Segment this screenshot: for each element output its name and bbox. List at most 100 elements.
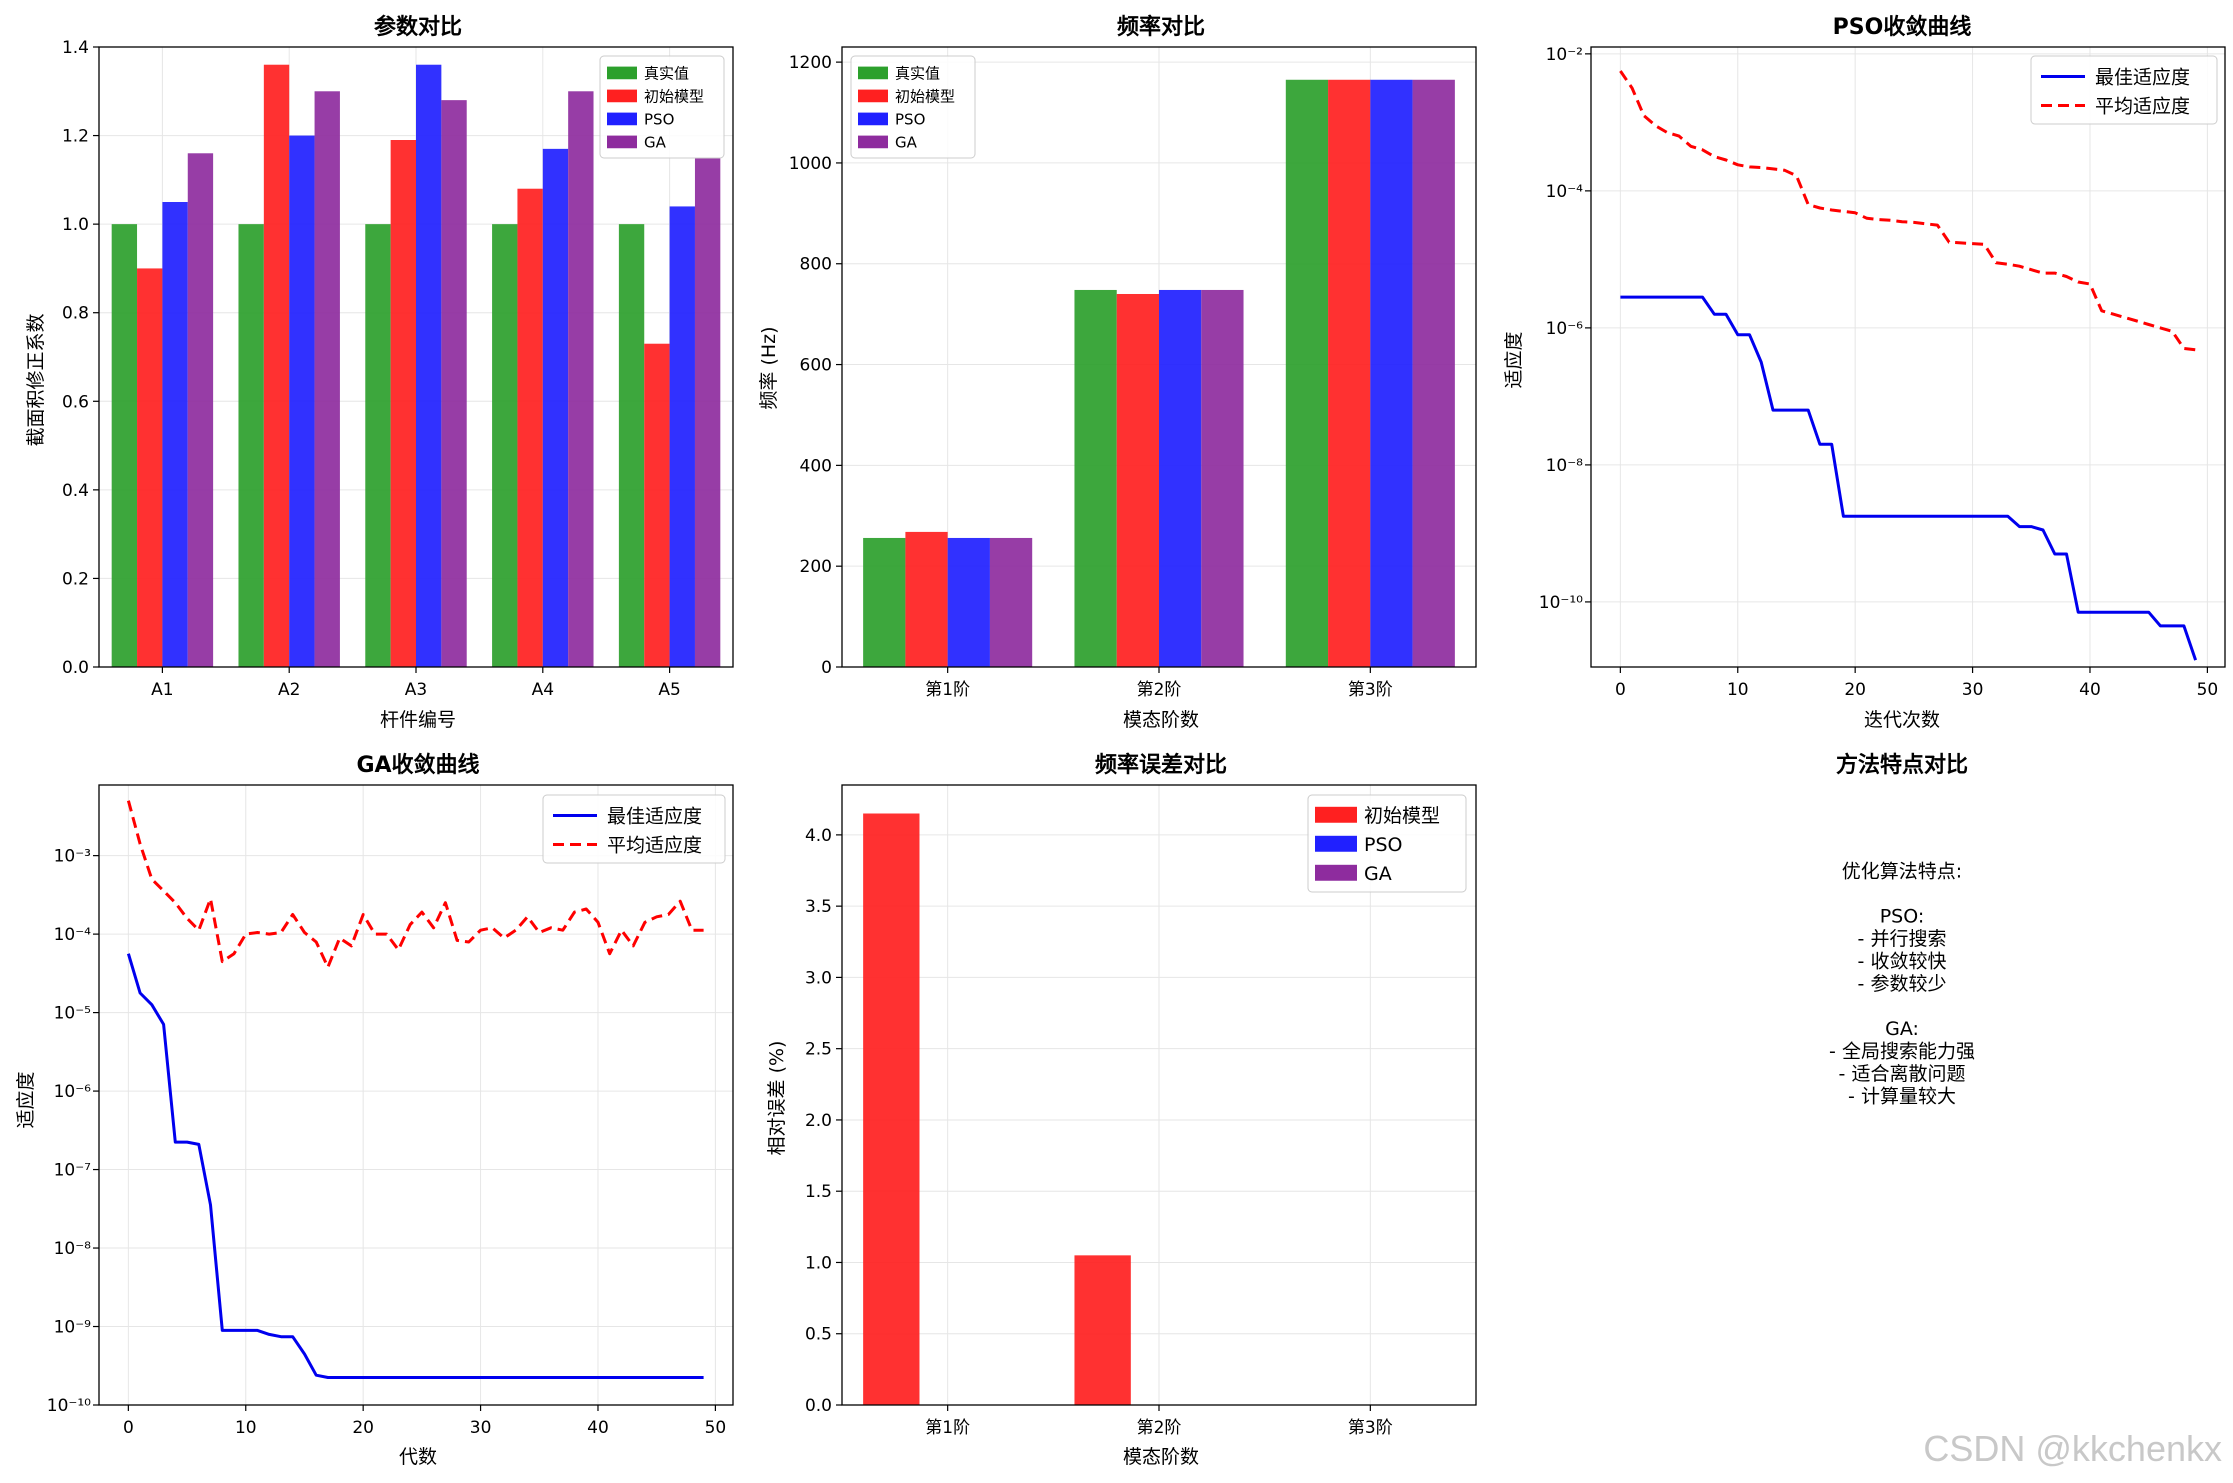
x-tick-label: 40: [2079, 680, 2101, 700]
notes-title: 方法特点对比: [1836, 752, 1968, 778]
x-tick-label: 20: [1844, 680, 1866, 700]
x-tick-label: A5: [658, 680, 680, 700]
x-tick-label: 10: [235, 1418, 257, 1438]
x-tick-label: 第1阶: [925, 680, 970, 700]
y-tick-label: 2.0: [805, 1111, 832, 1131]
x-tick-label: 第3阶: [1348, 680, 1393, 700]
legend-label: 平均适应度: [607, 835, 702, 857]
pso-xlabel: 迭代次数: [1864, 709, 1940, 731]
y-tick-label: 10⁻⁴: [1546, 182, 1584, 202]
watermark: CSDN @kkchenkx: [1923, 1428, 2222, 1469]
bar-PSO-第1阶: [947, 537, 990, 667]
err-chart: 频率误差对比 模态阶数 相对误差 (%) 0.0 0.5 1.0 1.5 2.0 2.5 3…: [766, 752, 1477, 1468]
y-tick-label: 2.5: [805, 1040, 832, 1060]
err-ylabel: 相对误差 (%): [766, 1041, 788, 1156]
x-tick-label: 第2阶: [1137, 1418, 1182, 1438]
bar-GA-A4: [568, 91, 594, 668]
bar-初始模型-第2阶: [1116, 293, 1159, 667]
y-tick-label: 10⁻⁵: [54, 1004, 91, 1024]
bar-真实值-第1阶: [863, 537, 906, 667]
y-tick-label: 200: [800, 557, 832, 577]
legend-label: PSO: [644, 111, 674, 129]
y-tick-label: 1200: [789, 53, 832, 73]
freq-chart: 频率对比 模态阶数 频率 (Hz) 0 200 400 600 800 1000 1200 第…: [758, 14, 1477, 731]
legend-label: 初始模型: [1364, 805, 1440, 827]
bar-GA-A3: [441, 100, 467, 667]
ga-chart: GA收敛曲线 代数 适应度 10⁻³ 10⁻⁴ 10⁻⁵ 10⁻⁶ 10⁻⁷ 10⁻⁸ 10…: [15, 752, 734, 1468]
bar-真实值-A2: [238, 224, 264, 667]
y-tick-label: 1.2: [62, 127, 89, 147]
legend-label: GA: [644, 134, 667, 152]
legend-label: 最佳适应度: [2095, 67, 2190, 89]
err-xlabel: 模态阶数: [1123, 1446, 1199, 1468]
bar-真实值-第2阶: [1074, 289, 1117, 667]
y-tick-label: 10⁻²: [1546, 45, 1583, 65]
note-line: - 全局搜索能力强: [1829, 1041, 1975, 1063]
bar-PSO-A1: [162, 202, 188, 667]
bar-GA-第1阶: [989, 537, 1033, 667]
x-tick-label: A3: [405, 680, 427, 700]
y-tick-label: 10⁻¹⁰: [47, 1396, 91, 1416]
x-tick-label: 50: [2197, 680, 2219, 700]
notes-lines: 优化算法特点: PSO:- 并行搜索- 收敛较快- 参数较少 GA:- 全局搜索能力…: [1829, 861, 1975, 1108]
pso-ylabel: 适应度: [1503, 331, 1525, 388]
y-tick-label: 10⁻⁶: [54, 1082, 92, 1102]
y-tick-label: 0.4: [62, 481, 89, 501]
freq-title: 频率对比: [1117, 14, 1205, 40]
bar-初始模型-A4: [517, 188, 543, 667]
y-tick-label: 0.0: [62, 658, 89, 678]
legend-label: PSO: [895, 111, 925, 129]
y-tick-label: 0.0: [805, 1396, 832, 1416]
legend-swatch: [1315, 864, 1357, 881]
bar-GA-第2阶: [1201, 289, 1244, 667]
bar-PSO-A3: [416, 64, 442, 667]
ga-title: GA收敛曲线: [356, 752, 479, 778]
legend-label: 真实值: [644, 65, 689, 83]
bar-PSO-A5: [669, 206, 695, 667]
x-tick-label: 第3阶: [1348, 1418, 1393, 1438]
bar-PSO-A4: [542, 148, 569, 667]
err-title: 频率误差对比: [1095, 752, 1227, 778]
freq-ylabel: 频率 (Hz): [758, 326, 780, 409]
note-line: - 适合离散问题: [1839, 1063, 1966, 1085]
bar-初始模型-A5: [644, 343, 670, 667]
y-tick-label: 4.0: [805, 826, 832, 846]
x-tick-label: A4: [532, 680, 554, 700]
note-line: - 收敛较快: [1858, 951, 1947, 973]
bar-初始模型-第2阶: [1074, 1255, 1131, 1405]
x-tick-label: 40: [587, 1418, 609, 1438]
y-tick-label: 1.0: [62, 215, 89, 235]
note-line: - 并行搜索: [1858, 928, 1947, 950]
legend-label: PSO: [1364, 834, 1402, 856]
legend-swatch: [607, 66, 637, 80]
line-平均适应度: [1619, 70, 2196, 352]
bar-真实值-A5: [618, 224, 645, 667]
x-tick-label: A1: [151, 680, 173, 700]
y-tick-label: 10⁻⁸: [1546, 456, 1584, 476]
note-line: PSO:: [1880, 906, 1925, 928]
freq-xlabel: 模态阶数: [1123, 709, 1199, 731]
y-tick-label: 0.2: [62, 569, 89, 589]
bar-初始模型-第3阶: [1328, 79, 1371, 668]
bar-初始模型-A1: [137, 268, 163, 667]
pso-chart: PSO收敛曲线 迭代次数 适应度 10⁻² 10⁻⁴ 10⁻⁶ 10⁻⁸ 10⁻¹⁰ 0 1…: [1503, 14, 2226, 731]
legend-box: [850, 55, 976, 159]
bar-GA-A2: [314, 91, 340, 668]
y-tick-label: 10⁻⁸: [54, 1239, 92, 1259]
y-tick-label: 0.6: [62, 392, 89, 412]
x-tick-label: 第2阶: [1137, 680, 1182, 700]
legend-label: 最佳适应度: [607, 806, 702, 828]
y-tick-label: 10⁻⁹: [54, 1318, 92, 1338]
bar-初始模型-A2: [263, 64, 290, 667]
x-tick-label: 30: [470, 1418, 492, 1438]
legend-swatch: [607, 89, 637, 103]
notes-panel: 方法特点对比 优化算法特点:PSO:- 并行搜索- 收敛较快- 参数较少GA:-…: [1829, 752, 1975, 1108]
legend-swatch: [858, 112, 888, 126]
bar-GA-A5: [694, 157, 721, 667]
bar-初始模型-A3: [390, 140, 416, 667]
legend-swatch: [607, 135, 637, 149]
legend-swatch: [858, 89, 888, 103]
y-tick-label: 1.4: [62, 38, 89, 58]
bar-初始模型-第1阶: [863, 813, 920, 1405]
